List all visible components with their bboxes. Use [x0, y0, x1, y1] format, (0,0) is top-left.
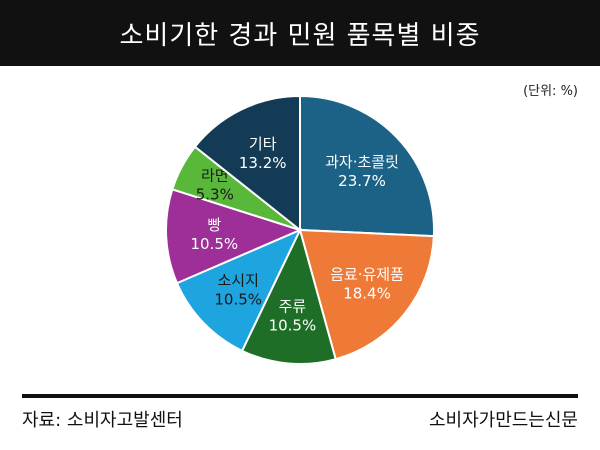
slice-label: 소시지 — [217, 271, 258, 289]
slice-value-label: 10.5% — [269, 316, 317, 334]
slice-value-label: 10.5% — [214, 290, 262, 308]
pie-slice — [175, 228, 303, 353]
pie-slice — [165, 188, 303, 285]
slice-value-label: 18.4% — [343, 285, 391, 303]
footer-divider — [22, 394, 578, 398]
pie-slice — [240, 227, 337, 365]
unit-label: (단위: %) — [523, 84, 578, 99]
slice-value-label: 13.2% — [239, 154, 287, 172]
title-bar: 소비기한 경과 민원 품목별 비중 — [0, 0, 600, 66]
slice-label: 빵 — [207, 216, 221, 234]
slice-label: 음료·유제품 — [330, 266, 404, 284]
slice-label: 주류 — [279, 297, 307, 315]
source-label: 자료: 소비자고발센터 — [22, 410, 183, 431]
chart-title: 소비기한 경과 민원 품목별 비중 — [119, 20, 481, 51]
slice-label: 라면 — [201, 167, 229, 185]
slice-value-label: 5.3% — [196, 186, 234, 204]
slice-value-label: 23.7% — [338, 172, 386, 190]
slice-label: 기타 — [249, 135, 277, 153]
slice-label: 과자·초콜릿 — [325, 153, 399, 171]
pie-slice — [298, 228, 435, 361]
publisher-label: 소비자가만드는신문 — [428, 410, 578, 431]
slice-value-label: 10.5% — [190, 235, 238, 253]
pie-slice — [193, 94, 301, 233]
pie-slice — [299, 94, 435, 238]
